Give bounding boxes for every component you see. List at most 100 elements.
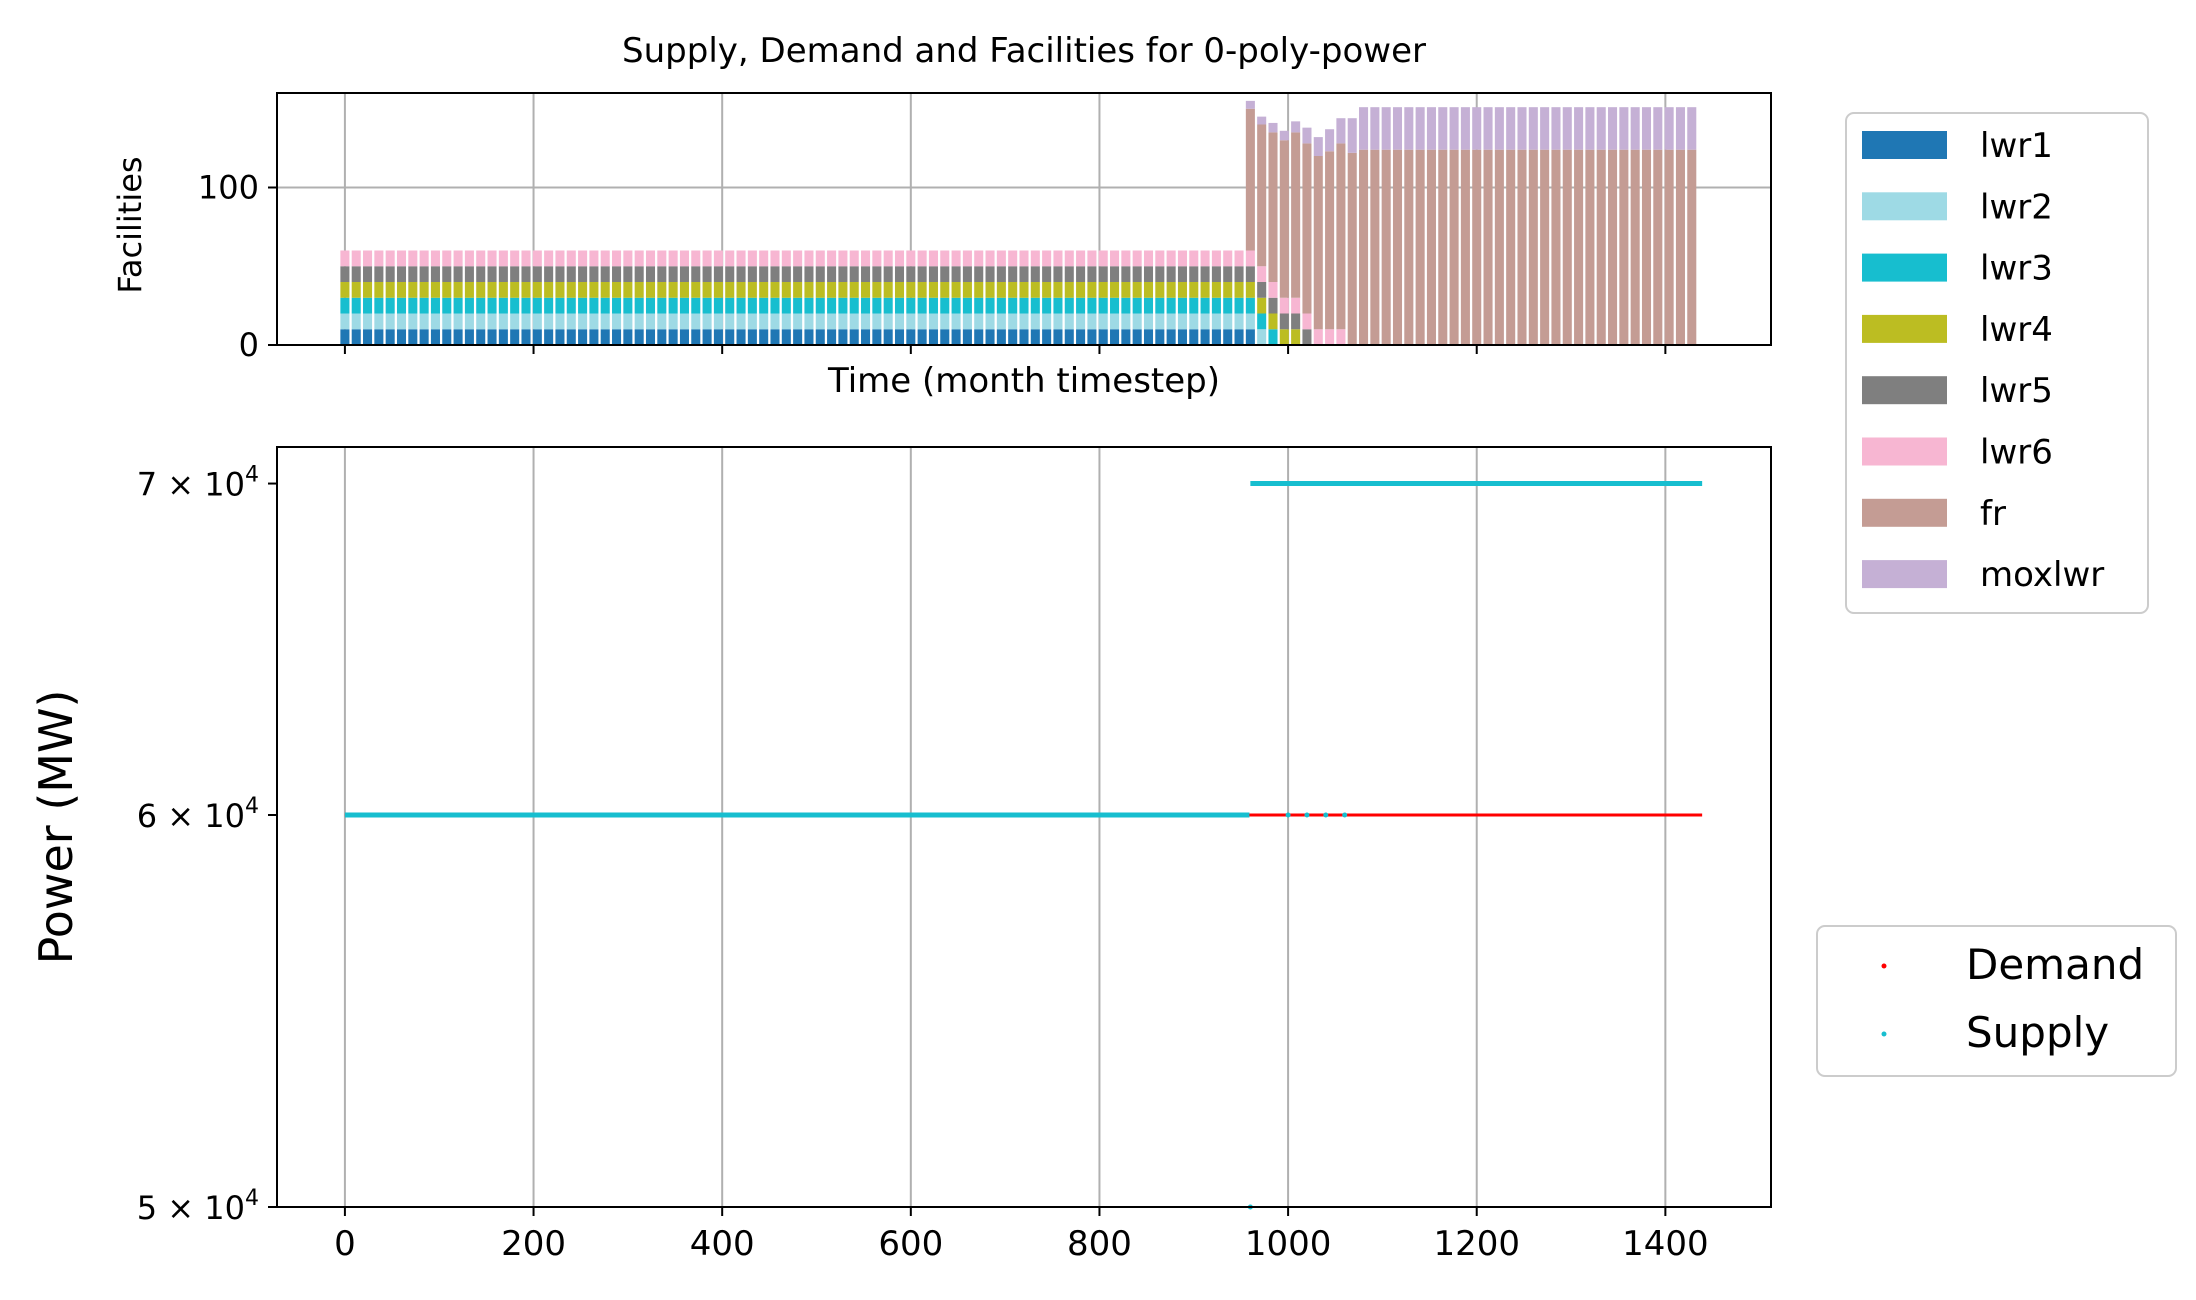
bar-moxlwr [1325, 129, 1335, 152]
bar-lwr3 [883, 297, 893, 314]
bar-lwr6 [1189, 250, 1199, 267]
bar-lwr3 [464, 297, 474, 314]
bar-lwr6 [442, 250, 452, 267]
bar-lwr1 [657, 329, 667, 345]
bar-lwr5 [1064, 266, 1074, 282]
facilities-legend-items: lwr1 lwr2 lwr3 lwr4 lwr5 lwr6 fr moxlwr [1862, 126, 2104, 595]
bar-lwr4 [600, 282, 610, 298]
bar-moxlwr [1630, 107, 1640, 150]
bar-lwr5 [951, 266, 961, 282]
bar-lwr2 [996, 313, 1006, 330]
bar-lwr6 [804, 250, 814, 267]
bar-lwr3 [725, 297, 735, 314]
bar-lwr2 [872, 313, 882, 330]
bar-lwr4 [521, 282, 531, 298]
bar-lwr4 [702, 282, 712, 298]
power-y-label: Power (MW) [29, 690, 83, 965]
bar-lwr4 [408, 282, 418, 298]
bar-lwr4 [1053, 282, 1063, 298]
bar-lwr3 [747, 297, 757, 314]
bar-lwr3 [396, 297, 407, 314]
bar-lwr6 [351, 250, 361, 267]
bar-lwr3 [849, 297, 859, 314]
bar-lwr3 [940, 297, 950, 314]
power-legend: Demand Supply [1816, 925, 2177, 1077]
bar-lwr5 [974, 266, 984, 282]
bar-lwr5 [430, 266, 440, 282]
bar-lwr4 [1110, 282, 1120, 298]
bar-lwr5 [600, 266, 610, 282]
bar-lwr3 [962, 297, 972, 314]
bar-lwr5 [566, 266, 576, 282]
bar-lwr2 [419, 313, 429, 330]
facilities-y-label: Facilities [111, 156, 149, 293]
legend-label-fr: fr [1980, 494, 2006, 534]
bar-lwr4 [713, 282, 723, 298]
facilities-y-tick-label: 0 [239, 326, 259, 364]
bar-lwr5 [351, 266, 361, 282]
bar-lwr4 [498, 282, 508, 298]
bar-lwr4 [1132, 282, 1142, 298]
bar-lwr1 [544, 329, 554, 345]
bar-lwr6 [827, 250, 837, 267]
bar-lwr6 [589, 250, 599, 267]
bar-lwr2 [985, 313, 995, 330]
bar-lwr2 [1245, 313, 1255, 330]
bar-lwr4 [532, 282, 542, 298]
bar-lwr5 [1143, 266, 1154, 282]
bar-lwr5 [725, 266, 735, 282]
bar-lwr6 [996, 250, 1006, 267]
bar-lwr4 [1268, 313, 1278, 330]
bar-lwr1 [1143, 329, 1154, 345]
bar-lwr6 [702, 250, 712, 267]
bar-lwr6 [1008, 250, 1018, 267]
bar-lwr5 [374, 266, 384, 282]
bar-moxlwr [1415, 107, 1425, 150]
bar-fr [1596, 149, 1606, 345]
bar-lwr6 [453, 250, 463, 267]
bar-lwr1 [351, 329, 361, 345]
bar-lwr1 [374, 329, 384, 345]
bar-lwr4 [566, 282, 576, 298]
bar-lwr1 [532, 329, 542, 345]
bar-lwr4 [351, 282, 361, 298]
bar-lwr3 [668, 297, 678, 314]
legend-label-supply: Supply [1966, 1008, 2109, 1057]
bar-lwr5 [759, 266, 769, 282]
bar-lwr3 [1042, 297, 1052, 314]
bar-lwr4 [974, 282, 984, 298]
bar-lwr2 [827, 313, 837, 330]
bar-lwr4 [940, 282, 950, 298]
bar-lwr6 [985, 250, 995, 267]
bar-lwr2 [1076, 313, 1086, 330]
bar-fr [1449, 149, 1459, 345]
bar-lwr2 [430, 313, 440, 330]
bar-moxlwr [1381, 107, 1391, 150]
bar-lwr1 [1110, 329, 1120, 345]
bar-lwr4 [679, 282, 689, 298]
bar-lwr6 [510, 250, 520, 267]
bar-lwr5 [1302, 329, 1312, 345]
power-y-tick-label: 7 × 104 [137, 463, 259, 504]
facilities-bars [340, 100, 1697, 345]
bar-lwr4 [691, 282, 701, 298]
bar-lwr2 [770, 313, 780, 330]
bar-lwr1 [1223, 329, 1233, 345]
bar-lwr6 [1268, 282, 1278, 298]
bar-fr [1415, 149, 1425, 345]
bar-lwr6 [1302, 313, 1312, 330]
bar-lwr4 [634, 282, 644, 298]
bar-fr [1608, 149, 1618, 345]
bar-lwr2 [883, 313, 893, 330]
power-y-ticks: 5 × 104 6 × 104 7 × 104 [137, 463, 277, 1227]
bar-lwr5 [747, 266, 757, 282]
bar-lwr2 [544, 313, 554, 330]
bar-lwr3 [623, 297, 633, 314]
supply-point [1304, 812, 1310, 818]
bar-lwr3 [453, 297, 463, 314]
bar-lwr4 [894, 282, 905, 298]
bar-moxlwr [1608, 107, 1618, 150]
bar-lwr2 [623, 313, 633, 330]
power-y-tick-label: 5 × 104 [137, 1186, 259, 1227]
legend-marker-demand [1881, 963, 1887, 969]
